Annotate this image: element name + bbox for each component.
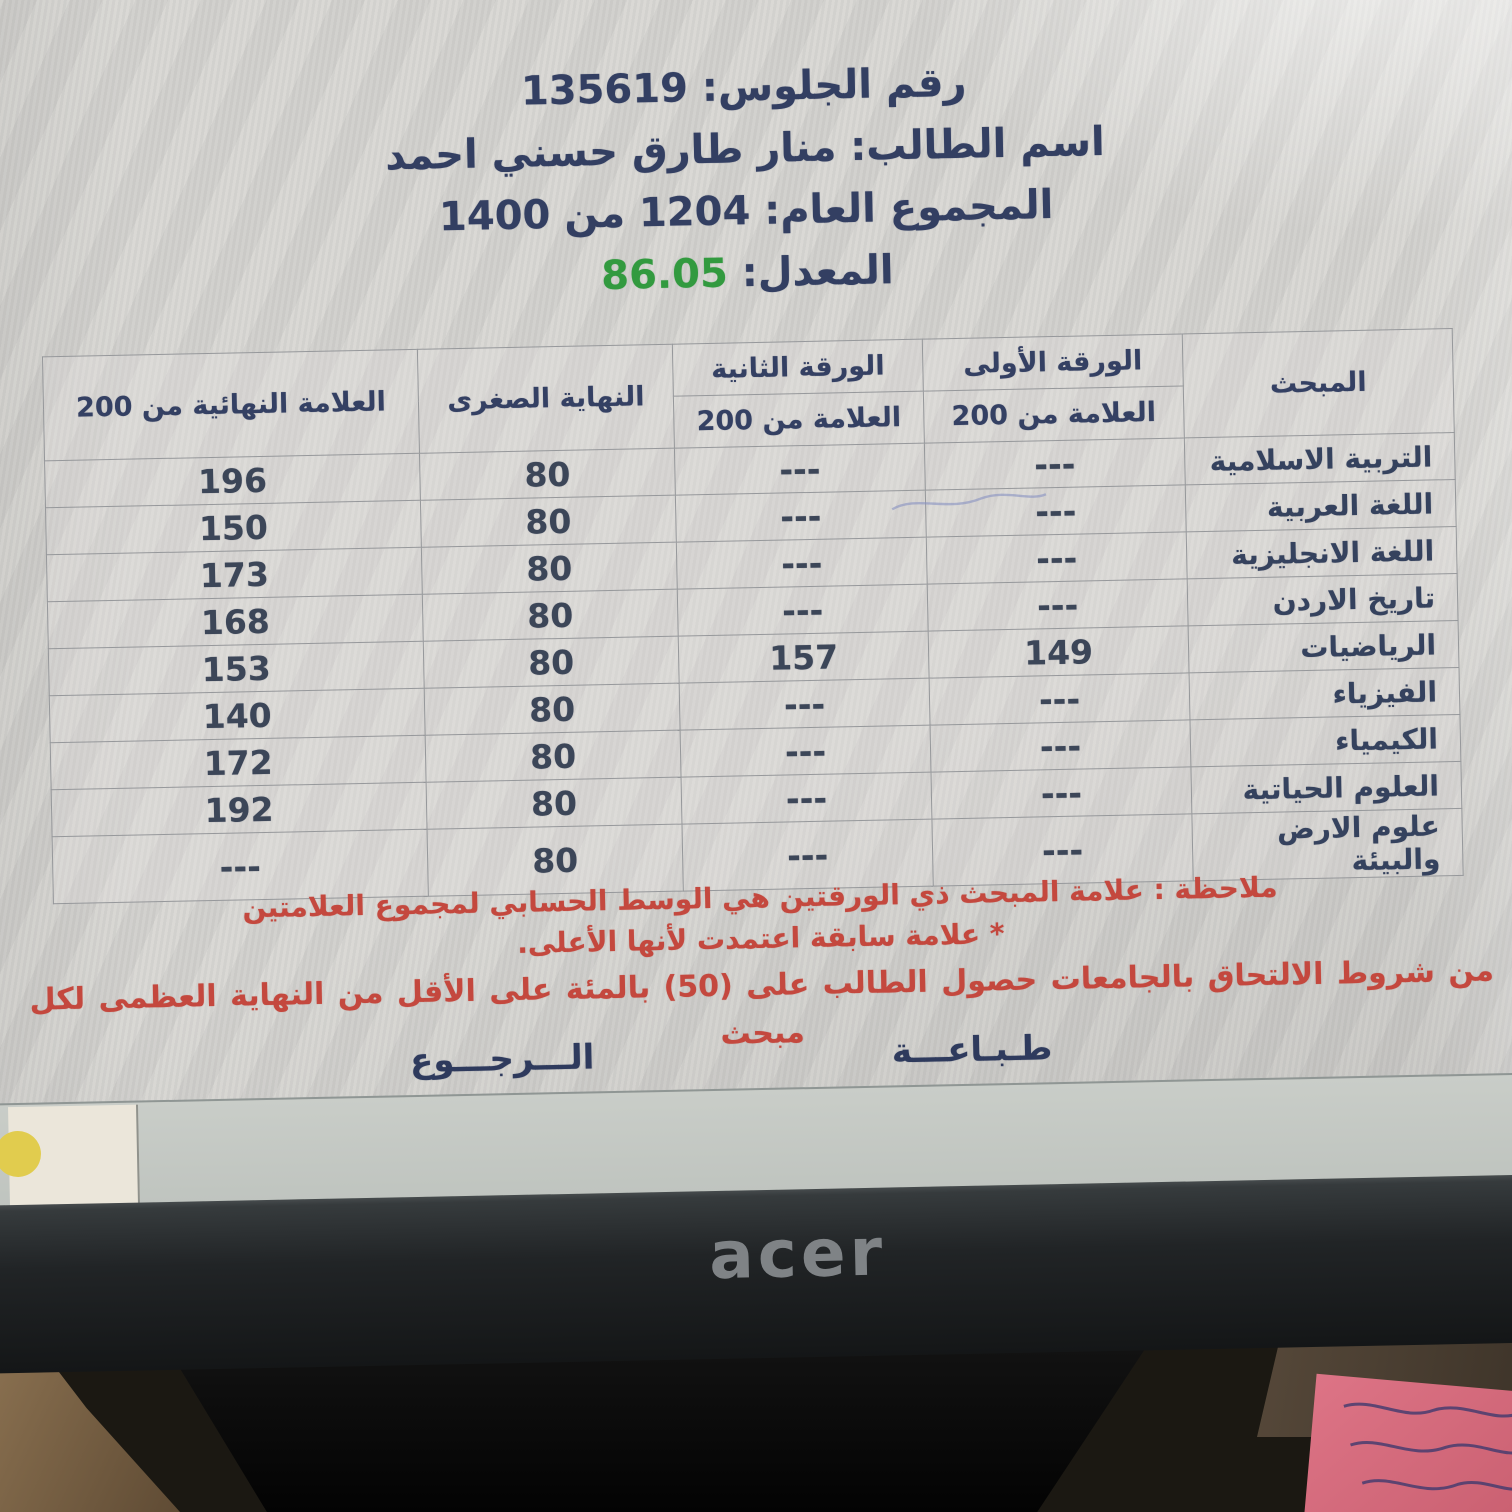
col-paper1-submark: العلامة من 200 xyxy=(923,385,1185,444)
student-name-value: منار طارق حسني احمد xyxy=(384,124,837,180)
paper2-score-cell: --- xyxy=(681,772,932,825)
subject-cell: العلوم الحياتية xyxy=(1190,761,1462,814)
student-name-label: اسم الطالب: xyxy=(849,118,1106,171)
print-link[interactable]: طـبـاعـــة xyxy=(891,1028,1053,1072)
subject-cell: اللغة الانجليزية xyxy=(1186,526,1458,579)
subject-cell: الرياضيات xyxy=(1188,620,1459,673)
paper2-score-cell: --- xyxy=(677,584,929,637)
subject-cell: الفيزياء xyxy=(1189,667,1460,720)
paper1-score-cell: --- xyxy=(930,719,1191,773)
result-header: رقم الجلوس: 135619 اسم الطالب: منار طارق… xyxy=(0,41,1504,319)
minimum-score-cell: 80 xyxy=(422,589,679,642)
pink-sticky-note xyxy=(1304,1373,1512,1512)
back-link[interactable]: الـــرجـــوع xyxy=(409,1037,595,1082)
col-paper2: الورقة الثانية xyxy=(672,339,924,397)
handwriting-scribble xyxy=(1343,1402,1512,1491)
paper2-score-cell: --- xyxy=(676,537,928,590)
paper1-score-cell: 149 xyxy=(928,625,1190,679)
minimum-score-cell: 80 xyxy=(423,636,680,689)
paper1-score-cell: --- xyxy=(926,531,1188,585)
paper2-score-cell: --- xyxy=(674,443,926,496)
minimum-score-cell: 80 xyxy=(424,683,681,736)
minimum-score-cell: 80 xyxy=(421,542,678,595)
acer-logo: acer xyxy=(708,1213,887,1295)
paper1-score-cell: --- xyxy=(927,578,1189,632)
paper1-score-cell: --- xyxy=(929,672,1190,726)
final-score-cell: 172 xyxy=(50,735,427,790)
minimum-score-cell: 80 xyxy=(420,495,677,548)
pen-mark xyxy=(891,493,1047,511)
paper2-score-cell: 157 xyxy=(678,631,930,684)
total-label: المجموع العام: xyxy=(763,182,1054,234)
average-label: المعدل: xyxy=(741,247,895,297)
col-final-mark: العلامة النهائية من 200 xyxy=(42,349,420,461)
paper2-score-cell: --- xyxy=(679,678,931,731)
subject-cell: اللغة العربية xyxy=(1185,479,1457,532)
paper2-score-cell: --- xyxy=(680,725,931,778)
subject-cell: الكيمياء xyxy=(1189,714,1461,767)
final-score-cell: 150 xyxy=(45,500,422,555)
final-score-cell: 153 xyxy=(48,641,425,696)
minimum-score-cell: 80 xyxy=(426,777,682,830)
paper1-score-cell: --- xyxy=(924,437,1186,491)
col-paper1: الورقة الأولى xyxy=(922,333,1184,392)
footnotes: ملاحظة : علامة المبحث ذي الورقتين هي الو… xyxy=(4,861,1512,1073)
minimum-score-cell: 80 xyxy=(419,448,676,501)
average-value: 86.05 xyxy=(600,250,729,300)
final-score-cell: 168 xyxy=(47,594,424,649)
final-score-cell: 192 xyxy=(51,782,428,837)
final-score-cell: 196 xyxy=(44,453,421,508)
final-score-cell: 173 xyxy=(46,547,423,602)
minimum-score-cell: 80 xyxy=(425,730,682,783)
paper1-score-cell: --- xyxy=(930,766,1192,820)
seat-number-value: 135619 xyxy=(520,65,689,115)
marks-table-body: التربية الاسلامية --- --- 80 196 اللغة العربي… xyxy=(44,432,1464,904)
results-page: رقم الجلوس: 135619 اسم الطالب: منار طارق… xyxy=(0,41,1512,1082)
total-of-word: من xyxy=(563,190,626,238)
col-subject: المبحث xyxy=(1182,328,1455,438)
subject-cell: تاريخ الاردن xyxy=(1187,573,1459,626)
subject-cell: التربية الاسلامية xyxy=(1184,432,1456,485)
col-minimum: النهاية الصغرى xyxy=(417,344,675,454)
final-score-cell: 140 xyxy=(49,688,426,743)
monitor-bezel: acer xyxy=(0,1173,1512,1375)
total-max: 1400 xyxy=(438,192,551,241)
col-paper2-submark: العلامة من 200 xyxy=(673,391,925,449)
seat-number-label: رقم الجلوس: xyxy=(701,59,967,112)
marks-table: المبحث الورقة الأولى الورقة الثانية النه… xyxy=(41,328,1464,905)
total-value: 1204 xyxy=(638,188,751,237)
